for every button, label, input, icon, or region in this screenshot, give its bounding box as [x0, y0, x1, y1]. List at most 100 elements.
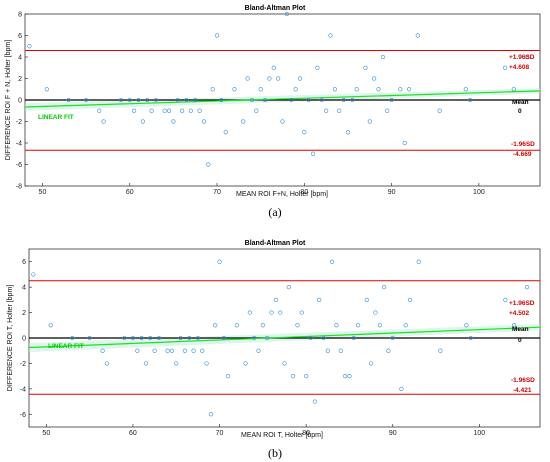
data-point	[178, 335, 183, 341]
y-tick-label: 2	[18, 76, 22, 83]
data-point	[351, 335, 356, 341]
data-point	[136, 97, 141, 103]
data-point	[256, 348, 261, 353]
data-point	[200, 348, 205, 353]
data-point	[310, 151, 316, 156]
data-point	[382, 285, 387, 290]
x-tick-label: 100	[473, 189, 485, 196]
data-point	[70, 335, 75, 341]
data-point	[162, 108, 167, 113]
data-point	[130, 335, 136, 341]
data-point	[247, 310, 252, 315]
data-point	[180, 108, 185, 113]
data-point	[84, 97, 89, 103]
lower-loa-label: -1.96SD	[511, 377, 535, 384]
x-tick-label: 50	[42, 430, 50, 437]
data-point	[280, 119, 285, 124]
data-point	[193, 97, 198, 103]
data-point	[341, 97, 346, 103]
data-point	[44, 87, 49, 92]
y-tick-label: -2	[20, 361, 26, 368]
data-point	[100, 348, 105, 353]
data-point	[312, 399, 317, 404]
data-point	[267, 76, 272, 81]
data-point	[347, 374, 352, 379]
y-tick-label: -6	[16, 162, 22, 169]
y-tick-label: 6	[18, 33, 22, 40]
data-point	[403, 323, 408, 328]
data-point	[363, 65, 368, 70]
linear-fit-label: LINEAR FIT	[38, 114, 74, 121]
data-point	[166, 108, 172, 113]
data-point	[165, 348, 170, 353]
data-point	[265, 335, 270, 341]
data-point	[304, 374, 309, 379]
data-point	[182, 348, 187, 353]
data-point	[122, 335, 127, 341]
x-tick-label: 60	[129, 430, 137, 437]
data-point	[145, 97, 150, 103]
x-ticks: 50 60 70 80 90 100	[39, 183, 485, 196]
data-point	[293, 87, 298, 92]
data-point	[376, 87, 381, 92]
y-tick-label: -2	[16, 119, 22, 126]
data-point	[214, 33, 220, 38]
upper-loa-label: +1.96SD	[509, 300, 535, 307]
data-point	[143, 361, 149, 366]
mean-label: Mean	[512, 99, 529, 106]
upper-loa-label: +1.96SD	[509, 54, 535, 61]
x-tick-label: 60	[126, 189, 134, 196]
data-point	[289, 97, 294, 103]
data-point	[321, 335, 326, 341]
upper-loa-value: +4.608	[509, 64, 529, 71]
data-point	[317, 297, 322, 302]
data-point	[356, 323, 361, 328]
data-point	[156, 335, 162, 341]
data-point	[291, 374, 296, 379]
y-tick-label: -4	[20, 386, 26, 393]
data-point	[31, 272, 36, 277]
data-point	[502, 65, 508, 70]
y-ticks: -6 -4 -2 0 2 4 6	[20, 259, 32, 419]
data-point	[97, 108, 102, 113]
y-tick-label: 0	[18, 98, 22, 105]
data-point	[104, 361, 110, 366]
data-point	[217, 259, 222, 264]
data-point	[511, 323, 517, 328]
data-point	[101, 119, 106, 124]
data-point	[364, 297, 369, 302]
data-point	[299, 310, 304, 315]
data-point	[187, 335, 192, 341]
data-point	[354, 87, 359, 92]
data-point	[273, 297, 278, 302]
data-point	[269, 310, 274, 315]
data-point	[241, 119, 246, 124]
data-point	[204, 361, 209, 366]
x-tick-label: 90	[388, 189, 396, 196]
panel-a: Bland-Altman Plot 50 60 70 80 90 100 -8-6-4-2…	[5, 5, 541, 219]
data-point	[223, 130, 228, 135]
data-point	[252, 335, 257, 341]
y-axis-label: DIFFERENCE ROI T, Holter [bpm]	[7, 285, 14, 392]
lower-loa-value: -4.669	[513, 151, 532, 158]
y-axis-label: DIFFERENCE ROI F + N, Holter [bpm]	[5, 40, 12, 160]
y-tick-label: 4	[22, 285, 26, 292]
data-point	[276, 76, 281, 81]
data-point	[219, 97, 224, 103]
data-point	[195, 335, 200, 341]
data-point	[258, 87, 263, 92]
data-point	[328, 33, 333, 38]
data-point	[184, 97, 189, 103]
data-point	[271, 65, 276, 70]
caption-b: (b)	[268, 446, 282, 460]
data-point	[308, 335, 313, 341]
data-point	[153, 97, 159, 103]
data-point	[213, 323, 218, 328]
y-tick-label: 4	[18, 55, 22, 62]
data-point	[330, 259, 335, 264]
y-tick-label: 2	[22, 310, 26, 317]
data-point	[139, 335, 144, 341]
data-point	[380, 54, 385, 60]
data-point	[463, 87, 468, 92]
